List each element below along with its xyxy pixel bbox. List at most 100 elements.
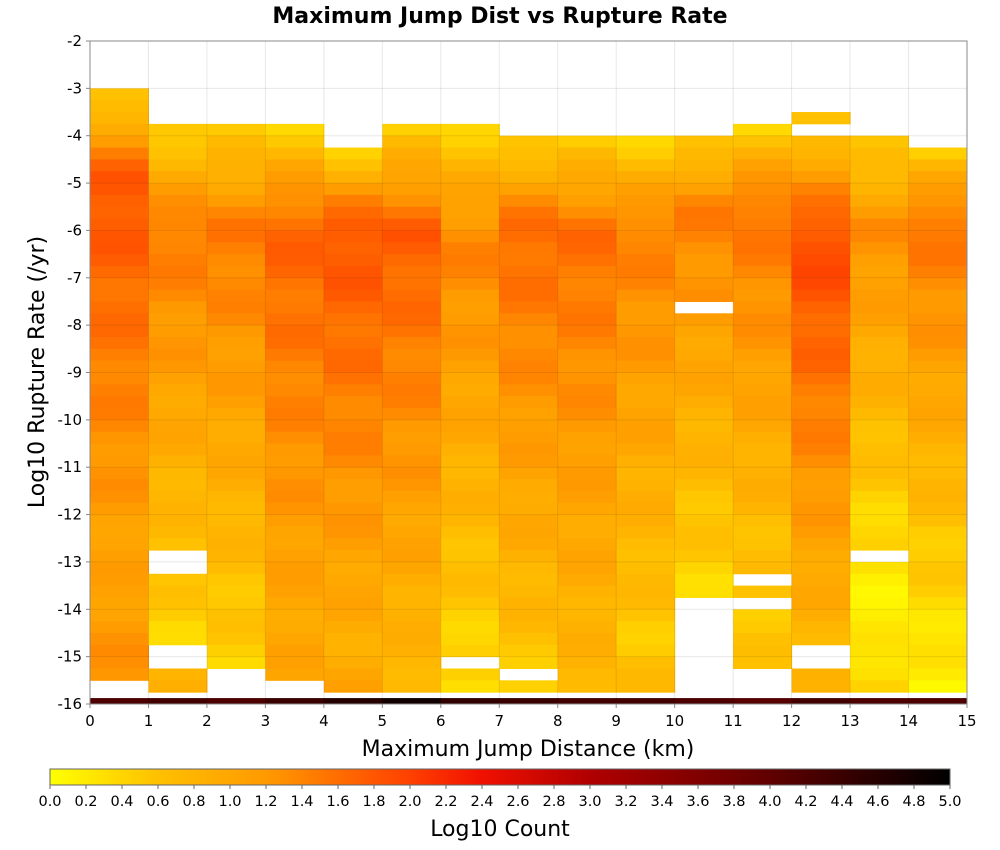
heatmap-cell: [323, 443, 383, 456]
heatmap-cell: [733, 550, 793, 563]
heatmap-cell: [440, 443, 500, 456]
heatmap-cell: [557, 206, 617, 220]
heatmap-cell: [791, 526, 851, 539]
heatmap-cell: [265, 419, 325, 433]
heatmap-cell: [440, 585, 500, 598]
heatmap-cell: [850, 147, 910, 160]
heatmap-cell: [733, 360, 793, 373]
heatmap-cell: [499, 159, 559, 172]
heatmap-cell: [206, 123, 266, 137]
colorbar-tick-label: 0.8: [182, 794, 205, 810]
heatmap-cell: [382, 159, 442, 172]
x-tick-label: 3: [261, 712, 271, 730]
heatmap-cell: [616, 538, 676, 551]
heatmap-cell: [850, 194, 910, 208]
heatmap-cell: [557, 313, 617, 326]
heatmap-cell: [557, 384, 617, 397]
heatmap-cell: [908, 396, 968, 409]
heatmap-cell: [499, 408, 559, 421]
x-tick-label: 7: [494, 712, 504, 730]
heatmap-cell: [616, 183, 676, 196]
heatmap-cell: [850, 656, 910, 669]
colorbar-tick-label: 1.8: [362, 794, 385, 810]
x-tick-label: 4: [319, 712, 329, 730]
y-tick-label: -9: [67, 364, 82, 382]
heatmap-cell: [791, 218, 851, 231]
heatmap-cell: [674, 538, 734, 551]
heatmap-cell: [382, 277, 442, 291]
heatmap-cell: [90, 632, 149, 646]
heatmap-cell: [90, 171, 149, 184]
heatmap-cell: [616, 467, 676, 480]
heatmap-cell: [791, 254, 851, 267]
heatmap-cell: [616, 301, 676, 314]
heatmap-cell: [908, 336, 968, 350]
heatmap-cell: [733, 254, 793, 267]
heatmap-cell: [90, 183, 149, 196]
heatmap-cell: [674, 502, 734, 516]
heatmap-cell: [616, 265, 676, 279]
heatmap-cell: [850, 597, 910, 610]
heatmap-cell: [323, 348, 383, 362]
heatmap-cell: [908, 183, 968, 196]
heatmap-cell: [90, 218, 149, 231]
y-tick-label: -3: [67, 79, 82, 97]
heatmap-cell: [440, 135, 500, 149]
heatmap-cell: [557, 609, 617, 622]
heatmap-cell: [265, 372, 325, 385]
x-axis-ticks: 0 1 2 3 4 5 6 7 8 9 10 11 12 13 14 15: [85, 704, 977, 730]
heatmap-cell: [206, 550, 266, 563]
heatmap-cell: [499, 254, 559, 267]
heatmap-cell: [791, 289, 851, 302]
heatmap-cell: [499, 336, 559, 350]
heatmap-cell: [148, 147, 208, 160]
colorbar-tick-label: 0.4: [110, 794, 133, 810]
heatmap-cell: [557, 490, 617, 504]
heatmap-cell: [557, 632, 617, 646]
heatmap-cell: [733, 301, 793, 314]
heatmap-cell: [674, 242, 734, 255]
heatmap-cell: [557, 467, 617, 480]
heatmap-cell: [265, 443, 325, 456]
heatmap-cell: [440, 183, 500, 196]
heatmap-cell: [90, 242, 149, 255]
colorbar-tick-label: 1.0: [218, 794, 241, 810]
heatmap-cell: [674, 550, 734, 563]
heatmap-cell: [557, 194, 617, 208]
heatmap-cell: [557, 550, 617, 563]
heatmap-cell: [908, 490, 968, 504]
heatmap-cell: [90, 514, 149, 527]
heatmap-cell: [791, 325, 851, 338]
heatmap-cell: [557, 159, 617, 172]
heatmap-cell: [733, 242, 793, 255]
heatmap-cell: [148, 123, 208, 137]
heatmap-cell: [206, 135, 266, 149]
heatmap-cell: [791, 171, 851, 184]
heatmap-cell: [148, 384, 208, 397]
heatmap-cell: [674, 479, 734, 492]
heatmap-cell: [850, 206, 910, 220]
heatmap-cell: [908, 218, 968, 231]
heatmap-cell: [323, 680, 383, 693]
heatmap-cell: [850, 455, 910, 468]
heatmap-cell: [850, 254, 910, 267]
heatmap-cell: [440, 632, 500, 646]
heatmap-cell: [265, 218, 325, 231]
heatmap-cell: [733, 336, 793, 350]
heatmap-cell: [499, 372, 559, 385]
heatmap-cell: [557, 561, 617, 575]
heatmap-cell: [148, 277, 208, 291]
heatmap-cell: [382, 194, 442, 208]
heatmap-cell: [850, 336, 910, 350]
heatmap-cell: [499, 585, 559, 598]
heatmap-cell: [148, 325, 208, 338]
heatmap-cell: [791, 585, 851, 598]
heatmap-cell: [323, 194, 383, 208]
colorbar-tick-label: 3.2: [614, 794, 637, 810]
heatmap-cell: [850, 325, 910, 338]
colorbar-tick-label: 0.2: [74, 794, 97, 810]
y-tick-label: -8: [67, 316, 82, 334]
heatmap-cell: [90, 88, 149, 101]
heatmap-cell: [674, 431, 734, 445]
heatmap-cell: [90, 609, 149, 622]
